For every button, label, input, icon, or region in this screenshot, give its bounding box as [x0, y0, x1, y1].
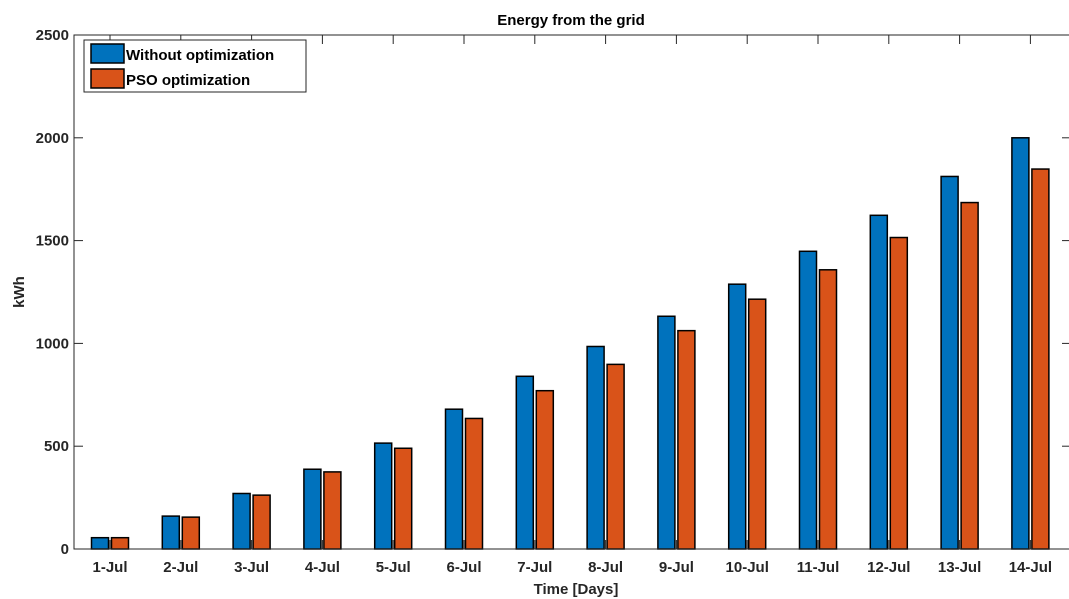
bar-without-optimization-2-jul [161, 515, 181, 550]
bar-pso-optimization-9-jul [677, 329, 696, 550]
bar-without-optimization-14-jul [1011, 137, 1030, 550]
x-tick-label: 12-Jul [867, 559, 910, 576]
bar-pso-optimization-5-jul [393, 447, 413, 550]
x-tick-label: 8-Jul [588, 559, 623, 576]
bar-without-optimization-3-jul [232, 492, 251, 550]
bar-pso-optimization-13-jul [960, 201, 979, 550]
x-tick-label: 6-Jul [446, 559, 481, 576]
bar-pso-optimization-4-jul [323, 471, 342, 550]
x-tick-label: 14-Jul [1009, 559, 1052, 576]
bar-pso-optimization-3-jul [252, 494, 271, 550]
legend-label-without-optimization: Without optimization [126, 47, 274, 64]
x-tick-label: 4-Jul [305, 559, 340, 576]
bar-pso-optimization-2-jul [181, 516, 201, 550]
bar-without-optimization-7-jul [515, 375, 535, 550]
legend-swatch-without-optimization [90, 43, 125, 64]
bar-without-optimization-12-jul [869, 214, 889, 550]
bar-without-optimization-8-jul [586, 345, 605, 550]
y-tick-label: 2000 [36, 130, 69, 147]
bar-without-optimization-9-jul [657, 315, 676, 550]
x-tick-label: 3-Jul [234, 559, 269, 576]
bars-group [90, 137, 1050, 550]
plot-frame [73, 34, 1069, 550]
bar-pso-optimization-1-jul [110, 536, 130, 550]
legend: Without optimization PSO optimization [83, 39, 307, 93]
x-tick-label: 11-Jul [797, 559, 840, 576]
bar-without-optimization-6-jul [444, 408, 464, 550]
bar-without-optimization-5-jul [373, 442, 393, 550]
x-tick-label: 7-Jul [517, 559, 552, 576]
ticks-group: 0 500 1000 1500 2000 2500 1-Jul 2-Jul 3-Jul 4-Jul… [36, 27, 1069, 576]
bar-without-optimization-10-jul [727, 283, 747, 550]
bar-pso-optimization-7-jul [535, 389, 555, 550]
x-axis-title: Time [Days] [534, 581, 619, 598]
legend-label-pso-optimization: PSO optimization [126, 72, 250, 89]
x-tick-label: 1-Jul [92, 559, 127, 576]
y-tick-label: 500 [44, 438, 69, 455]
x-tick-label: 9-Jul [659, 559, 694, 576]
x-tick-label: 2-Jul [163, 559, 198, 576]
y-tick-label: 0 [61, 541, 69, 558]
bar-without-optimization-11-jul [798, 250, 818, 550]
bar-pso-optimization-12-jul [889, 236, 909, 550]
y-tick-label: 1500 [36, 233, 69, 250]
x-tick-label: 10-Jul [726, 559, 769, 576]
bar-without-optimization-4-jul [303, 468, 322, 550]
bar-without-optimization-1-jul [90, 536, 110, 550]
bar-pso-optimization-6-jul [464, 417, 484, 550]
y-tick-label: 1000 [36, 335, 69, 352]
y-axis-title: kWh [11, 276, 28, 308]
bar-pso-optimization-14-jul [1031, 168, 1050, 550]
y-tick-label: 2500 [36, 27, 69, 44]
bar-pso-optimization-11-jul [818, 269, 838, 550]
bar-pso-optimization-8-jul [606, 363, 625, 550]
legend-swatch-pso-optimization [90, 68, 125, 89]
bar-without-optimization-13-jul [940, 175, 959, 550]
x-tick-label: 13-Jul [938, 559, 981, 576]
bar-pso-optimization-10-jul [747, 298, 767, 550]
x-tick-label: 5-Jul [376, 559, 411, 576]
chart-title: Energy from the grid [497, 12, 645, 29]
